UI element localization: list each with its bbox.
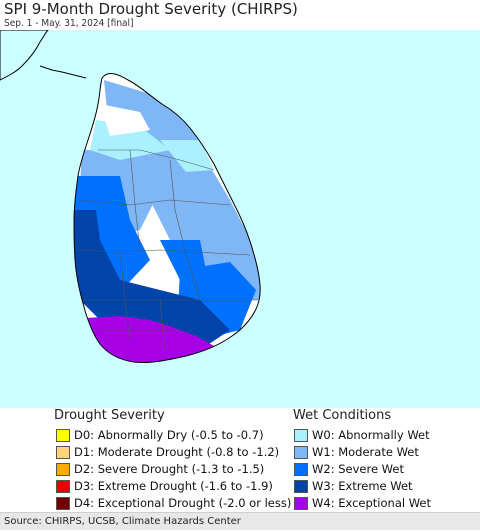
swatch-w4 — [294, 496, 308, 510]
legend-label-w0: W0: Abnormally Wet — [312, 428, 430, 442]
legend-label-w1: W1: Moderate Wet — [312, 445, 419, 459]
legend-label-d0: D0: Abnormally Dry (-0.5 to -0.7) — [74, 428, 264, 442]
legend-item-w3: W3: Extreme Wet — [294, 478, 413, 494]
legend-item-w0: W0: Abnormally Wet — [294, 427, 430, 443]
sri-lanka-outline — [73, 73, 261, 363]
legend-label-w2: W2: Severe Wet — [312, 462, 404, 476]
legend-label-d2: D2: Severe Drought (-1.3 to -1.5) — [74, 462, 265, 476]
swatch-d2 — [56, 462, 70, 476]
swatch-w2 — [294, 462, 308, 476]
swatch-w0 — [294, 428, 308, 442]
legend-item-w4: W4: Exceptional Wet — [294, 495, 431, 511]
source-credit: Source: CHIRPS, UCSB, Climate Hazards Ce… — [0, 512, 480, 530]
india-coast-outline — [0, 30, 49, 81]
legend: Drought Severity Wet Conditions D0: Abno… — [0, 408, 480, 512]
legend-item-w1: W1: Moderate Wet — [294, 444, 419, 460]
legend-label-d1: D1: Moderate Drought (-0.8 to -1.2) — [74, 445, 280, 459]
map-subtitle: Sep. 1 - May. 31, 2024 [final] — [4, 18, 134, 29]
district-boundaries — [75, 149, 258, 351]
swatch-d0 — [56, 428, 70, 442]
adams-bridge-islets — [39, 65, 87, 79]
legend-label-d3: D3: Extreme Drought (-1.6 to -1.9) — [74, 479, 273, 493]
legend-label-w3: W3: Extreme Wet — [312, 479, 413, 493]
swatch-w1 — [294, 445, 308, 459]
swatch-d3 — [56, 479, 70, 493]
swatch-d4 — [56, 496, 70, 510]
legend-label-d4: D4: Exceptional Drought (-2.0 or less) — [74, 496, 292, 510]
wet-legend-title: Wet Conditions — [293, 408, 392, 423]
swatch-d1 — [56, 445, 70, 459]
map-panel — [0, 30, 480, 408]
legend-item-d4: D4: Exceptional Drought (-2.0 or less) — [56, 495, 291, 511]
map-title: SPI 9-Month Drought Severity (CHIRPS) — [4, 0, 298, 18]
legend-item-d2: D2: Severe Drought (-1.3 to -1.5) — [56, 461, 264, 477]
sri-lanka-map — [0, 30, 261, 363]
swatch-w3 — [294, 479, 308, 493]
legend-item-w2: W2: Severe Wet — [294, 461, 404, 477]
legend-item-d3: D3: Extreme Drought (-1.6 to -1.9) — [56, 478, 273, 494]
legend-label-w4: W4: Exceptional Wet — [312, 496, 431, 510]
drought-legend-title: Drought Severity — [54, 408, 165, 423]
legend-item-d1: D1: Moderate Drought (-0.8 to -1.2) — [56, 444, 279, 460]
legend-item-d0: D0: Abnormally Dry (-0.5 to -0.7) — [56, 427, 264, 443]
